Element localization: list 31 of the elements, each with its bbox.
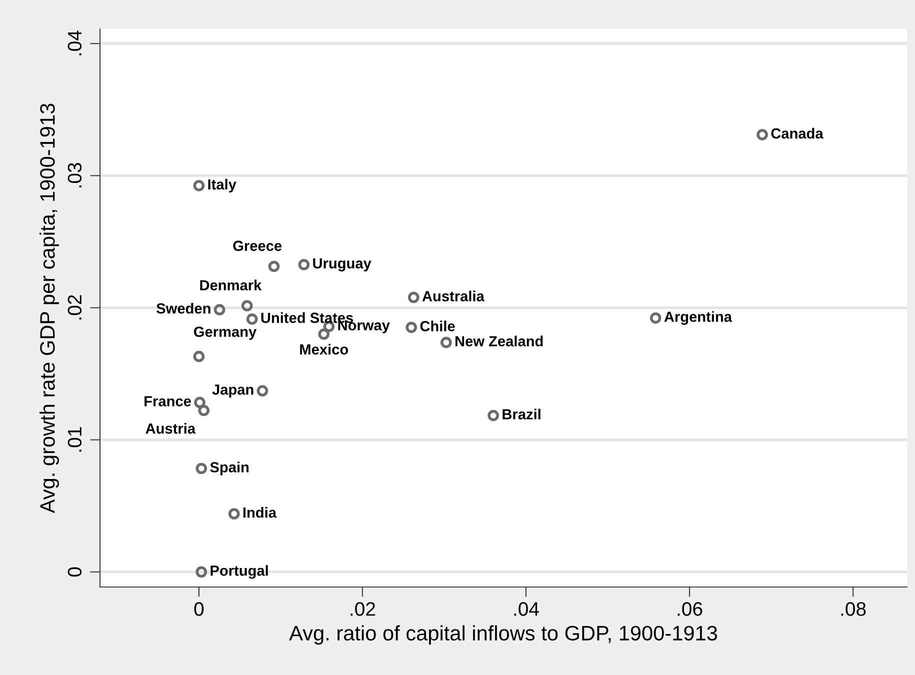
annotation: New Zealand [455, 336, 543, 346]
annotation: Chile [420, 320, 455, 332]
annotation: Argentina [664, 311, 732, 325]
annotation: France [144, 396, 191, 406]
annotation: Austria [146, 423, 196, 434]
annotation: Portugal [210, 565, 268, 579]
annotation: Spain [210, 462, 249, 476]
annotation: Greece [233, 240, 282, 252]
x-tick-label: .08 [841, 602, 866, 616]
annotation: Uruguay [313, 258, 372, 272]
annotation: India [243, 507, 277, 518]
x-tick-label: 0 [194, 602, 204, 616]
annotation: Canada [771, 128, 824, 139]
x-tick-label: .06 [678, 602, 702, 616]
annotation: Germany [194, 326, 257, 340]
annotation: Australia [422, 290, 484, 302]
x-tick-label: .02 [350, 602, 375, 616]
y-tick-label: .01 [68, 427, 82, 452]
y-tick-label: .02 [68, 295, 82, 320]
annotation: Sweden [156, 302, 210, 314]
annotation: Japan [212, 384, 254, 398]
x-tick-label: .04 [514, 602, 539, 616]
annotation: Brazil [502, 408, 540, 420]
y-tick-label: 0 [68, 567, 82, 577]
x-axis-title: Avg. ratio of capital inflows to GDP, 1900-1913 [289, 625, 718, 645]
annotation: Italy [208, 178, 236, 192]
y-tick-label: .04 [68, 30, 82, 56]
annotation: Mexico [300, 344, 348, 355]
annotation: Denmark [200, 280, 262, 290]
y-tick-label: .03 [68, 162, 82, 188]
y-axis-title: Avg. growth rate GDP per capita, 1900-1913 [40, 104, 59, 514]
